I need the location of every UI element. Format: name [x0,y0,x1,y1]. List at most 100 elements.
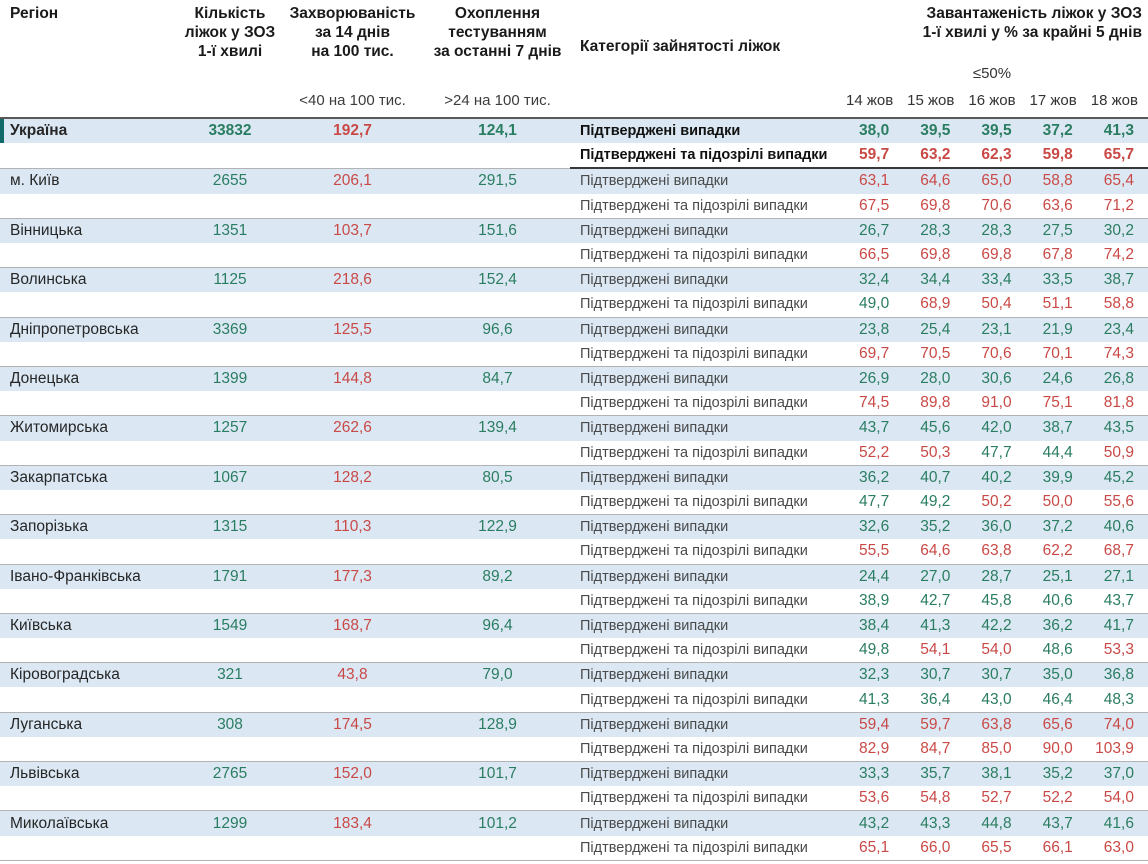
load-value-confirmed: 32,6 [859,518,890,536]
suspected-subrow: Підтверджені та підозрілі випадки 59,7 63,… [0,143,1148,168]
region-row-block: Житомирська 1257 262,6 139,4 Підтверджені ви… [0,415,1148,465]
testing-value: 151,6 [478,221,517,239]
region-row-block: Миколаївська 1299 183,4 101,2 Підтверджені в… [0,810,1148,860]
category-label-suspected: Підтверджені та підозрілі випадки [580,691,808,708]
load-value-confirmed: 63,1 [859,172,890,190]
load-value-confirmed: 38,4 [859,617,890,634]
incidence-value: 103,7 [333,221,372,239]
beds-value: 1791 [212,567,248,585]
beds-value: 1549 [212,617,248,634]
load-value-confirmed: 32,4 [859,271,890,289]
beds-value: 1257 [212,419,248,437]
load-value-suspected: 59,7 [859,146,890,164]
confirmed-subrow: Кіровоградська 321 43,8 79,0 Підтверджені ви… [0,663,1148,688]
load-value-confirmed: 58,8 [1042,172,1073,190]
load-value-confirmed: 45,6 [920,419,951,437]
load-value-suspected: 67,5 [859,196,890,214]
load-value-suspected: 69,7 [859,344,890,362]
region-row-block: Львівська 2765 152,0 101,7 Підтверджені випа… [0,761,1148,811]
region-row-block: Луганська 308 174,5 128,9 Підтверджені випад… [0,711,1148,762]
load-value-suspected: 40,6 [1042,591,1073,609]
testing-value: 101,7 [478,765,517,783]
testing-value: 128,9 [478,715,517,733]
load-value-suspected: 54,0 [1103,789,1134,807]
load-value-suspected: 75,1 [1042,394,1073,412]
testing-value: 122,9 [478,518,517,536]
load-value-confirmed: 32,3 [859,666,890,684]
category-label-confirmed: Підтверджені випадки [580,321,729,338]
category-label-confirmed: Підтверджені випадки [580,272,729,289]
load-value-suspected: 46,4 [1042,690,1073,708]
confirmed-subrow: Волинська 1125 218,6 152,4 Підтверджені випа… [0,268,1148,293]
load-value-confirmed: 27,1 [1103,567,1134,585]
incidence-value: 125,5 [333,320,372,338]
region-row-block: м. Київ 2655 206,1 291,5 Підтверджені випадк… [0,168,1148,218]
beds-value: 321 [217,666,243,684]
incidence-value: 110,3 [333,518,372,536]
load-value-confirmed: 25,1 [1042,567,1073,585]
load-value-suspected: 63,8 [981,542,1012,560]
ukraine-underline [570,167,1148,170]
load-value-confirmed: 23,1 [981,320,1012,338]
confirmed-subrow: Луганська 308 174,5 128,9 Підтверджені випад… [0,712,1148,737]
header-incidence: Захворюваність за 14 днів на 100 тис. [289,5,416,60]
load-value-confirmed: 43,5 [1103,419,1134,437]
load-value-confirmed: 43,3 [920,814,951,832]
testing-value: 139,4 [478,419,517,437]
load-value-suspected: 63,6 [1042,196,1073,214]
load-value-confirmed: 27,0 [920,567,951,585]
beds-value: 2655 [212,172,248,190]
load-value-confirmed: 26,9 [859,370,890,388]
load-value-confirmed: 65,0 [981,172,1012,190]
testing-value: 152,4 [478,271,517,289]
region-row-block: Україна 33832 192,7 124,1 Підтверджені випад… [0,119,1148,170]
load-value-suspected: 54,1 [920,641,951,659]
load-value-suspected: 45,8 [981,591,1012,609]
table-body: Україна 33832 192,7 124,1 Підтверджені випад… [0,117,1148,861]
beds-value: 308 [217,715,243,733]
load-value-suspected: 58,8 [1103,295,1134,313]
suspected-subrow: Підтверджені та підозрілі випадки 53,6 54,… [0,786,1148,811]
suspected-subrow: Підтверджені та підозрілі випадки 49,8 54,… [0,638,1148,663]
region-row-block: Івано-Франківська 1791 177,3 89,2 Підтвердже… [0,563,1148,613]
region-row-block: Закарпатська 1067 128,2 80,5 Підтверджені ви… [0,464,1148,515]
suspected-subrow: Підтверджені та підозрілі випадки 38,9 42,… [0,588,1148,613]
load-value-confirmed: 59,7 [920,715,951,733]
load-value-suspected: 47,7 [981,443,1012,461]
load-value-confirmed: 41,7 [1103,617,1134,634]
load-value-confirmed: 21,9 [1042,320,1073,338]
incidence-value: 144,8 [333,370,372,388]
testing-value: 89,2 [482,567,513,585]
load-value-confirmed: 28,3 [920,221,951,239]
load-value-confirmed: 63,8 [981,715,1012,733]
beds-value: 1351 [212,221,248,239]
incidence-value: 192,7 [333,122,372,140]
load-value-suspected: 43,0 [981,690,1012,708]
load-value-suspected: 74,5 [859,394,890,412]
load-value-suspected: 49,2 [920,493,951,511]
load-value-confirmed: 24,4 [859,567,890,585]
load-value-suspected: 42,7 [920,591,951,609]
category-label-confirmed: Підтверджені випадки [580,716,729,733]
beds-value: 1399 [212,370,248,388]
category-label-confirmed: Підтверджені випадки [580,667,729,684]
load-value-suspected: 62,3 [981,146,1012,164]
load-value-suspected: 54,0 [981,641,1012,659]
region-name: Вінницька [10,221,83,239]
load-value-confirmed: 28,3 [981,221,1012,239]
region-name: Львівська [10,765,80,783]
category-label-confirmed: Підтверджені випадки [580,173,729,190]
beds-value: 1315 [212,518,248,536]
load-value-suspected: 53,3 [1103,641,1134,659]
beds-value: 2765 [212,765,248,783]
load-value-confirmed: 28,0 [920,370,951,388]
load-value-confirmed: 33,5 [1042,271,1073,289]
load-value-confirmed: 36,0 [981,518,1012,536]
load-value-confirmed: 36,2 [859,468,890,486]
category-label-confirmed: Підтверджені випадки [580,371,729,388]
load-value-suspected: 55,6 [1103,493,1134,511]
load-value-suspected: 69,8 [920,196,951,214]
load-value-confirmed: 33,3 [859,765,890,783]
load-value-confirmed: 37,0 [1103,765,1134,783]
suspected-subrow: Підтверджені та підозрілі випадки 49,0 68,… [0,292,1148,317]
